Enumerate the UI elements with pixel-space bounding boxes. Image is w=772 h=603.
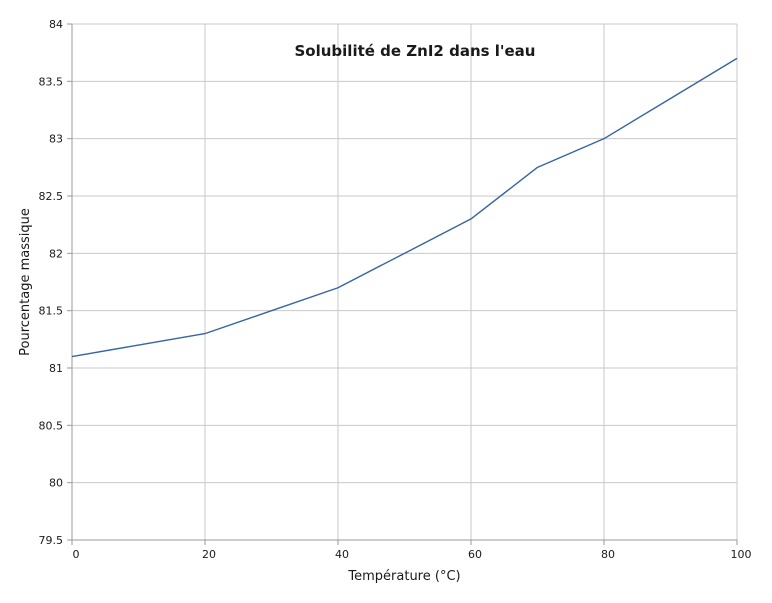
x-tick-label: 0	[73, 548, 80, 561]
axes	[67, 23, 738, 545]
y-tick-label: 79.5	[39, 534, 64, 547]
x-axis-title: Température (°C)	[347, 569, 460, 584]
x-tick-label: 100	[731, 548, 752, 561]
y-tick-label: 83	[49, 133, 63, 146]
y-tick-label: 83.5	[39, 75, 64, 88]
tick-labels: 79.5 80 80.5 81 81.5 82 82.5 83 83.5 84 0 20 40 60 80 1…	[39, 18, 752, 561]
y-tick-label: 81.5	[39, 305, 64, 318]
x-tick-label: 20	[202, 548, 216, 561]
chart-title: Solubilité de ZnI2 dans l'eau	[295, 42, 536, 60]
gridlines	[72, 23, 738, 540]
x-tick-label: 80	[601, 548, 615, 561]
x-tick-label: 40	[335, 548, 349, 561]
y-tick-label: 84	[49, 18, 63, 31]
y-tick-label: 82	[49, 247, 63, 260]
solubility-series-line	[71, 57, 738, 358]
y-tick-label: 81	[49, 362, 63, 375]
y-tick-label: 80.5	[39, 419, 64, 432]
y-tick-label: 82.5	[39, 190, 64, 203]
y-axis-title: Pourcentage massique	[18, 208, 33, 356]
x-tick-label: 60	[468, 548, 482, 561]
y-tick-label: 80	[49, 477, 63, 490]
